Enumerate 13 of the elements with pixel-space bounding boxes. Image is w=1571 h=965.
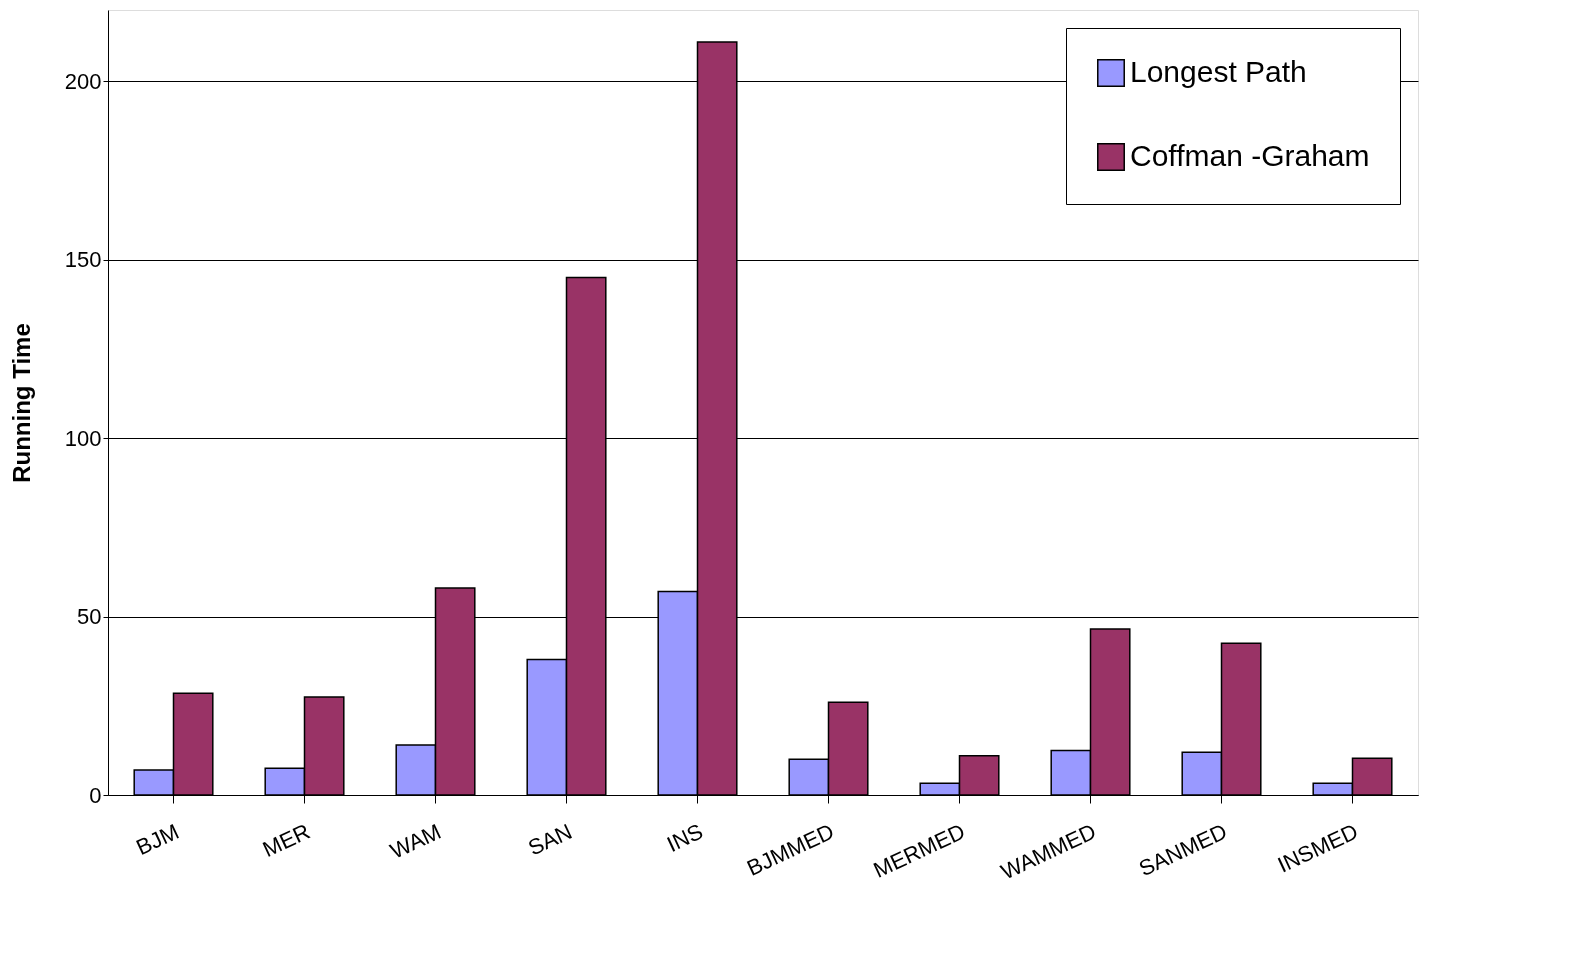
legend-label: Coffman -Graham [1130, 139, 1370, 172]
y-tick-label: 100 [64, 425, 102, 451]
y-tick-label: 0 [89, 782, 102, 808]
x-tick-label: MER [258, 818, 314, 863]
x-tick-label: WAM [386, 818, 445, 864]
x-tick-label: BJM [132, 818, 183, 861]
x-tick-label: SAN [524, 818, 576, 861]
y-tick-label: 50 [77, 604, 102, 630]
y-tick-label: 150 [64, 247, 102, 273]
y-axis-title: Running Time [7, 323, 35, 483]
y-tick-label: 200 [64, 68, 102, 94]
legend-label: Longest Path [1130, 55, 1307, 88]
x-tick-label: INS [662, 818, 707, 857]
